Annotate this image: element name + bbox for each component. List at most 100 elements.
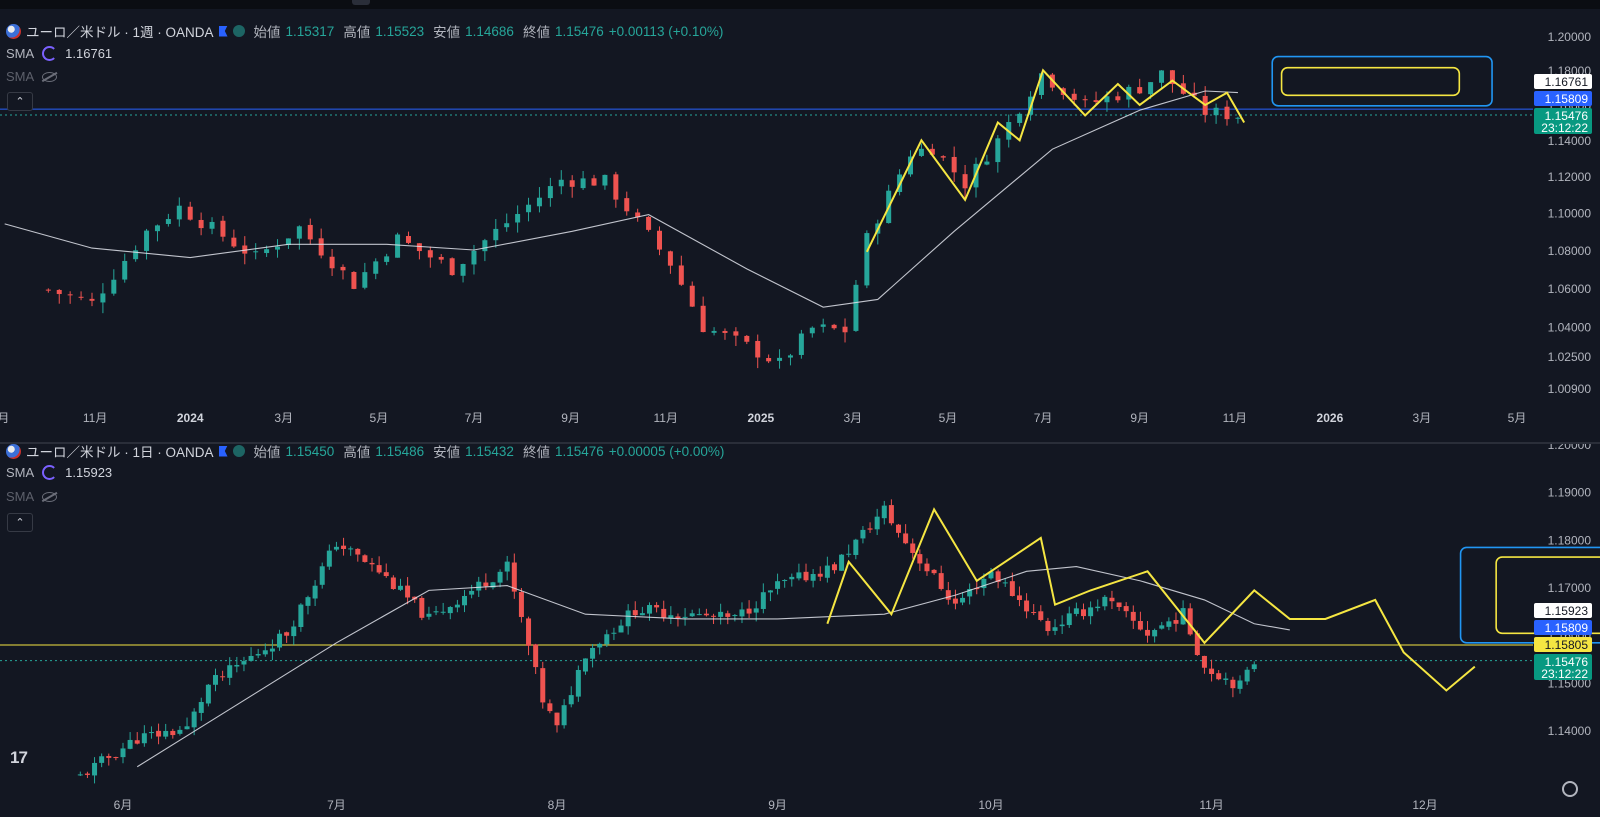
candle-body	[390, 577, 396, 589]
indicator-name: SMA	[6, 489, 35, 504]
candle-body	[285, 238, 291, 245]
pane-divider[interactable]	[0, 442, 1600, 444]
indicator-value: 1.15923	[65, 465, 113, 480]
flag-icon[interactable]	[218, 445, 228, 457]
candle-body	[56, 289, 62, 295]
candle-body	[227, 665, 233, 678]
open-label: 始値	[253, 445, 281, 460]
daily-chart-canvas[interactable]: 1.200001.190001.180001.170001.160001.150…	[0, 444, 1600, 817]
price-label: 1.15476	[1545, 655, 1589, 669]
candle-body	[558, 179, 564, 187]
candle-body	[341, 545, 347, 549]
flag-icon[interactable]	[218, 25, 228, 37]
candle-body	[604, 634, 610, 645]
symbol-title[interactable]: ユーロ／米ドル · 1週 · OANDA	[26, 25, 214, 40]
candle-body	[952, 598, 958, 604]
candle-body	[504, 561, 510, 572]
candle-body	[340, 266, 346, 271]
eye-hidden-icon[interactable]	[42, 491, 58, 502]
candle-body	[362, 555, 368, 562]
daily-chart-pane[interactable]: 1.20000 1.19000 1.18000 1.17000 1.16000 1.150…	[0, 441, 1600, 817]
market-status-dot	[232, 25, 245, 37]
candle-body	[511, 562, 517, 592]
candle-body	[924, 563, 930, 572]
candle-body	[568, 695, 574, 705]
candle-body	[1066, 613, 1072, 626]
candle-body	[755, 340, 761, 358]
candle-body	[1038, 611, 1044, 620]
candle-body	[419, 597, 425, 618]
symbol-title[interactable]: ユーロ／米ドル · 1日 · OANDA	[26, 445, 214, 460]
candle-body	[689, 613, 695, 617]
candle-body	[1224, 106, 1230, 120]
toolbar-handle[interactable]	[352, 0, 370, 5]
candle-body	[298, 604, 304, 628]
collapse-legend-button[interactable]: ⌃	[7, 513, 33, 532]
candle-body	[209, 221, 215, 229]
candle-body	[744, 335, 750, 342]
x-axis-tick-label: 11月	[1199, 798, 1223, 812]
sma-indicator-1[interactable]: SMA 1.15923	[6, 465, 112, 480]
daily-legend: ユーロ／米ドル · 1日 · OANDA 始値 1.15450 高値 1.15486…	[6, 441, 724, 461]
candle-body	[1159, 625, 1165, 629]
candle-body	[127, 739, 133, 749]
zigzag-drawing	[865, 68, 1246, 253]
candle-body	[995, 571, 1001, 582]
candle-body	[896, 524, 902, 533]
x-axis-tick-label: 6月	[114, 798, 133, 812]
indicator-name: SMA	[6, 69, 35, 84]
price-label-bg	[1534, 637, 1592, 652]
candle-body	[397, 585, 403, 590]
candle-body	[777, 357, 783, 361]
candle-body	[120, 748, 126, 758]
candle-body	[1187, 608, 1193, 635]
candle-body	[733, 331, 739, 336]
weekly-chart-canvas[interactable]: 1.200001.180001.160001.140001.120001.100…	[0, 9, 1600, 442]
candle-body	[170, 730, 176, 736]
candle-body	[533, 644, 539, 668]
weekly-chart-pane[interactable]: 1.200001.180001.160001.140001.120001.100…	[0, 9, 1600, 442]
candle-body	[831, 564, 837, 571]
tradingview-logo-icon[interactable]: 17	[10, 748, 28, 767]
sma-indicator-1[interactable]: SMA 1.16761	[6, 46, 112, 61]
candle-body	[561, 705, 567, 726]
collapse-legend-button[interactable]: ⌃	[7, 92, 33, 111]
candle-body	[291, 626, 297, 637]
candle-body	[490, 582, 496, 588]
sma-indicator-2[interactable]: SMA	[6, 489, 58, 504]
candle-body	[602, 174, 608, 186]
candle-body	[766, 358, 772, 362]
candle-body	[497, 571, 503, 583]
candle-body	[962, 174, 968, 189]
candle-body	[241, 661, 247, 665]
price-label-bg	[1534, 654, 1592, 680]
candle-body	[355, 548, 361, 555]
candle-body	[1137, 87, 1143, 94]
x-axis-tick-label: 8月	[548, 798, 567, 812]
eye-hidden-icon[interactable]	[42, 71, 58, 82]
x-axis-tick-label: 7月	[465, 411, 484, 425]
y-axis-tick-label: 1.14000	[1548, 134, 1592, 148]
candle-body	[931, 569, 937, 574]
candle-body	[264, 249, 270, 254]
candle-body	[711, 330, 717, 333]
candle-body	[318, 238, 324, 256]
gear-icon[interactable]	[1562, 781, 1578, 797]
candle-body	[156, 730, 162, 737]
x-axis-tick-label: 9月	[768, 798, 787, 812]
candle-body	[984, 161, 990, 165]
candle-body	[362, 272, 368, 288]
x-axis-tick-label: 9月	[1130, 411, 1149, 425]
price-label-bg	[1534, 603, 1592, 618]
sma-line	[136, 565, 1290, 768]
candle-body	[846, 553, 852, 555]
close-label: 終値	[522, 25, 550, 40]
price-label-bg	[1534, 74, 1592, 89]
candle-body	[198, 219, 204, 229]
candle-body	[725, 613, 731, 617]
candle-body	[526, 618, 532, 646]
candle-body	[1152, 630, 1158, 637]
candle-body	[675, 616, 681, 619]
candle-body	[1024, 600, 1030, 612]
sma-indicator-2[interactable]: SMA	[6, 69, 58, 84]
